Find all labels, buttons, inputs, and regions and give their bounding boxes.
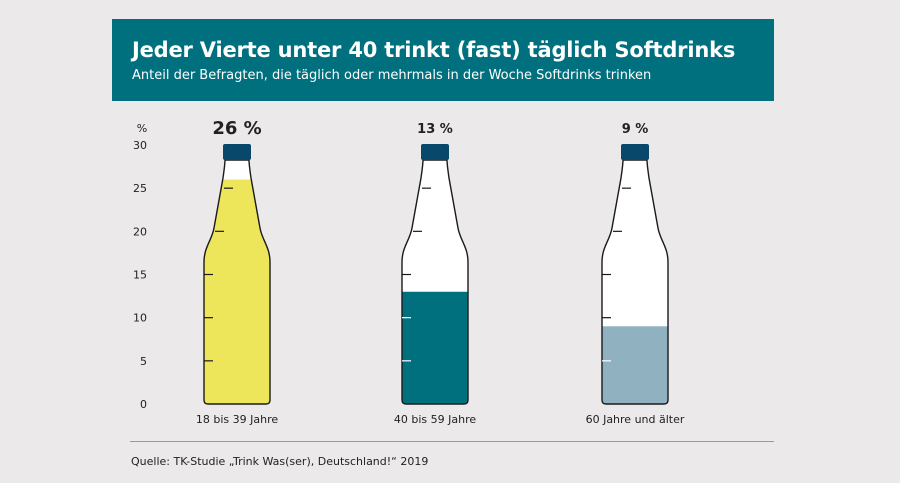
y-tick-label: 25 <box>133 182 147 195</box>
bottle-cap <box>421 144 449 160</box>
category-label-3: 60 Jahre und älter <box>586 413 685 426</box>
bottle-cap <box>223 144 251 160</box>
bottle-outline <box>203 159 271 405</box>
bar-fill-3 <box>602 326 668 404</box>
y-tick-label: 20 <box>133 225 147 238</box>
y-tick-label: 30 <box>133 139 147 152</box>
category-label-2: 40 bis 59 Jahre <box>394 413 476 426</box>
chart-subtitle: Anteil der Befragten, die täglich oder m… <box>132 68 652 83</box>
bottle-outline <box>401 159 469 405</box>
category-label-1: 18 bis 39 Jahre <box>196 413 278 426</box>
bar-fill-1 <box>204 179 270 404</box>
value-label-3: 9 % <box>622 122 649 137</box>
bar-fill-2 <box>402 291 468 404</box>
source-note: Quelle: TK-Studie „Trink Was(ser), Deuts… <box>131 455 429 468</box>
y-tick-label: 10 <box>133 312 147 325</box>
y-tick-label: 5 <box>140 355 147 368</box>
chart-header: Jeder Vierte unter 40 trinkt (fast) tägl… <box>112 19 774 101</box>
y-tick-label: 0 <box>140 398 147 411</box>
value-label-2: 13 % <box>417 122 453 137</box>
footer-divider <box>130 441 774 442</box>
y-axis-unit-label: % <box>137 122 147 135</box>
y-tick-label: 15 <box>133 269 147 282</box>
bottle-outline <box>601 159 669 405</box>
value-label-1: 26 % <box>212 118 261 139</box>
chart-title: Jeder Vierte unter 40 trinkt (fast) tägl… <box>132 38 736 62</box>
bottle-cap <box>621 144 649 160</box>
